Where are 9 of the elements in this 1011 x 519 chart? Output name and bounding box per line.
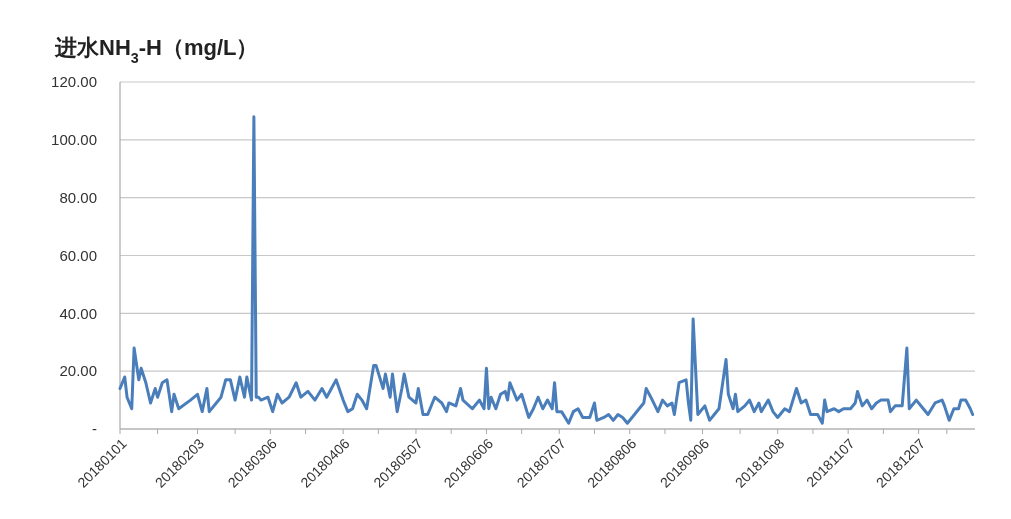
y-tick-label: 80.00: [59, 188, 97, 206]
y-tick-label: 120.00: [51, 73, 97, 91]
y-tick-label: 60.00: [59, 246, 97, 264]
y-tick-label: 100.00: [51, 131, 97, 149]
y-tick-label: 20.00: [59, 362, 97, 380]
line-series: [118, 115, 975, 425]
y-tick-label: 40.00: [59, 304, 97, 322]
y-tick-label: -: [92, 420, 97, 438]
chart-title: 进水NH$_{3}$-H（mg/L）: [54, 35, 259, 66]
